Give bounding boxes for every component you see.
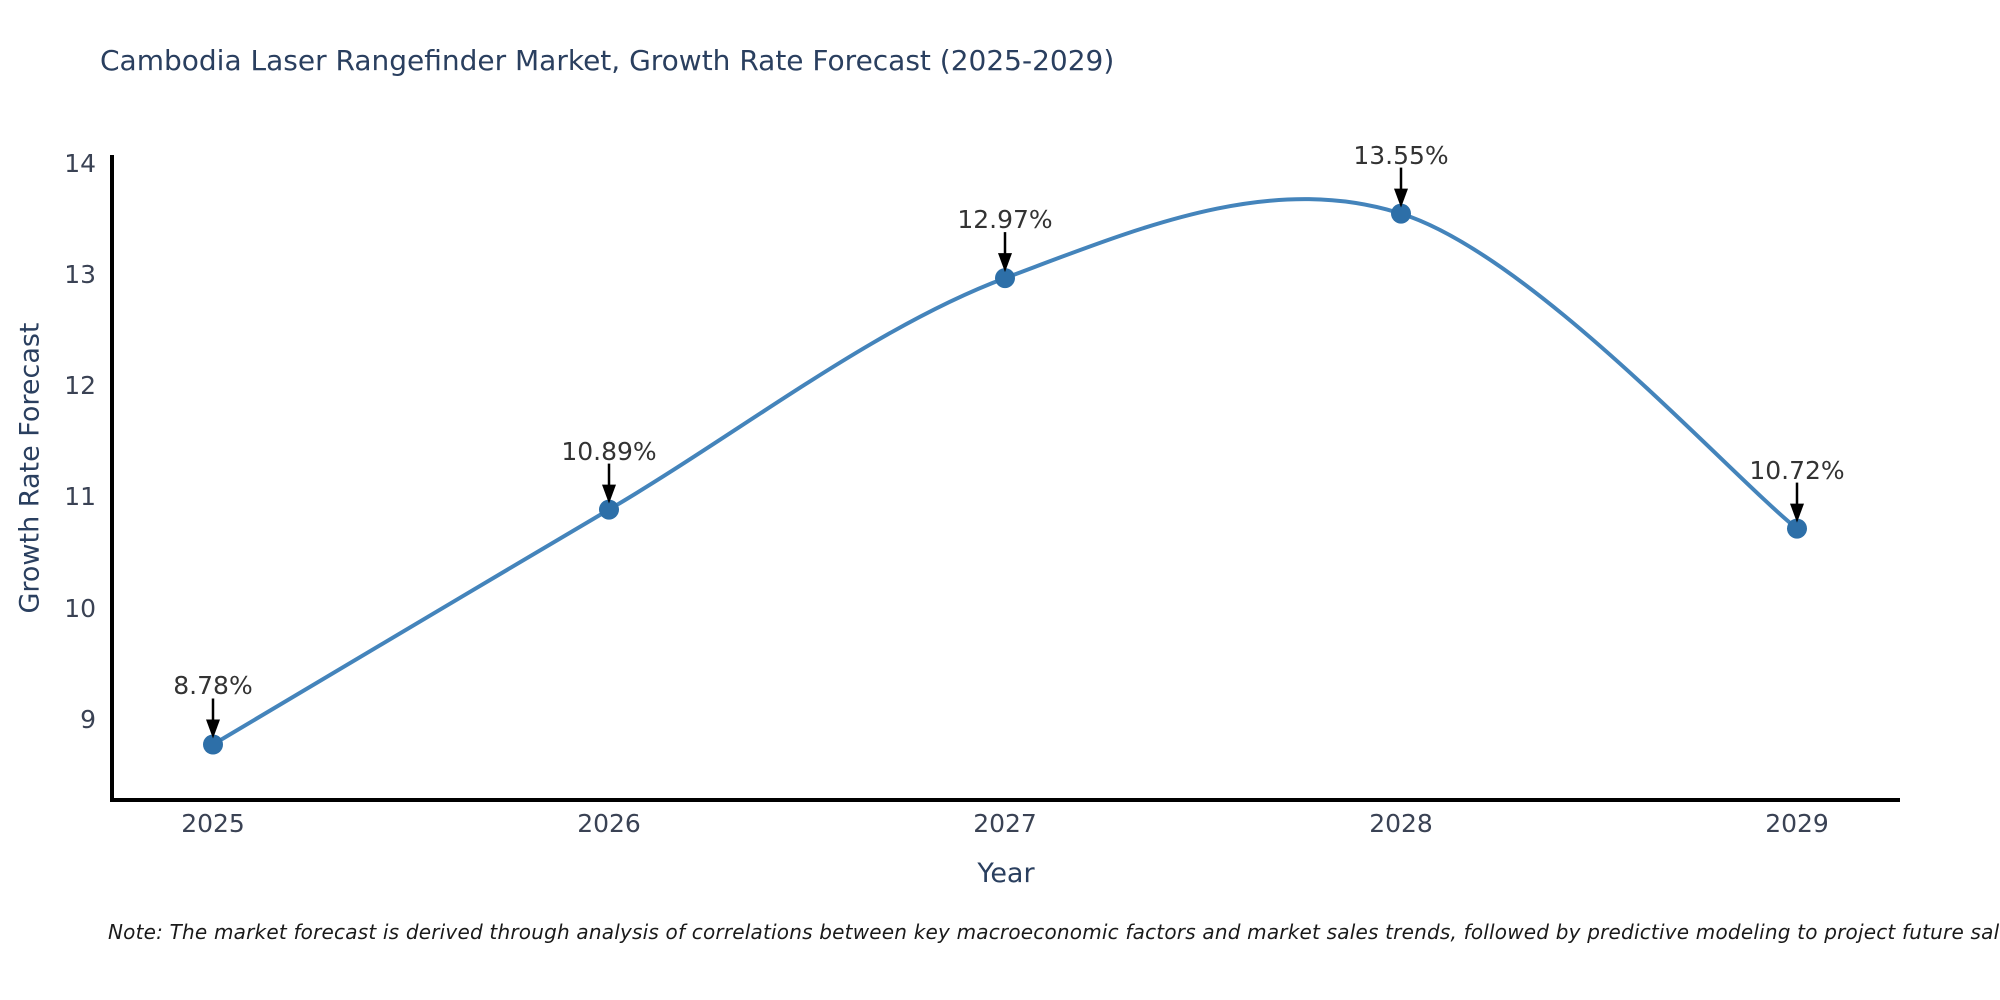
data-point-marker — [599, 499, 619, 520]
annotation-arrow-head — [602, 484, 616, 504]
x-tick-label: 2026 — [577, 809, 641, 838]
x-tick-label: 2029 — [1765, 809, 1829, 838]
x-axis-title: Year — [977, 858, 1035, 889]
y-tick-label: 11 — [64, 482, 96, 512]
y-tick-label: 12 — [64, 371, 96, 401]
point-annotation: 12.97% — [957, 205, 1053, 235]
annotation-arrow-head — [206, 719, 220, 739]
chart-title: Cambodia Laser Rangefinder Market, Growt… — [100, 44, 1115, 77]
y-tick-label: 14 — [64, 148, 96, 178]
y-tick-label: 10 — [64, 593, 96, 623]
annotation-arrow-head — [1790, 503, 1804, 523]
annotation-arrow-head — [1394, 188, 1408, 208]
point-annotation: 10.72% — [1749, 455, 1845, 485]
point-annotation: 13.55% — [1353, 140, 1449, 170]
y-axis-title: Growth Rate Forecast — [14, 322, 46, 614]
y-tick-label: 9 — [80, 705, 96, 734]
point-annotation: 8.78% — [173, 671, 253, 701]
data-point-marker — [995, 268, 1015, 289]
point-annotation: 10.89% — [561, 436, 657, 466]
annotation-arrow-head — [998, 253, 1012, 273]
data-point-marker — [1391, 203, 1411, 224]
data-point-marker — [1787, 518, 1807, 539]
x-tick-label: 2027 — [973, 809, 1037, 838]
y-tick-label: 13 — [64, 259, 96, 289]
footnote: Note: The market forecast is derived thr… — [108, 920, 2000, 944]
data-point-marker — [203, 734, 223, 755]
x-tick-label: 2028 — [1369, 809, 1433, 838]
x-tick-label: 2025 — [181, 809, 245, 838]
